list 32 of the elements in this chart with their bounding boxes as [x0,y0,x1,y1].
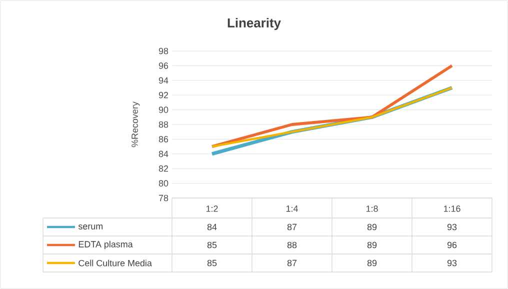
y-tick-label: 92 [158,92,168,98]
x-tick-label: 1:4 [286,206,298,212]
y-tick-label: 82 [158,165,168,172]
data-label: 84 [207,224,217,230]
chart-title: Linearity [228,18,281,30]
y-tick-label: 84 [158,150,168,158]
x-tick-label: 1:16 [444,206,460,212]
x-tick-label: 1:2 [206,206,218,212]
y-tick-label: 80 [158,180,168,186]
data-label: 89 [367,242,377,248]
y-tick-label: 96 [158,62,168,69]
data-label: 85 [207,242,217,248]
y-tick-label: 90 [158,106,168,113]
y-tick-label: 98 [158,48,168,54]
data-label: 93 [447,260,457,266]
data-label: 96 [447,242,457,248]
data-label: 85 [207,260,217,266]
x-tick-label: 1:8 [366,206,378,212]
y-axis-title: %Recovery [132,102,140,148]
y-tick-label: 88 [158,121,168,128]
data-label: 88 [287,242,297,248]
y-tick-label: 94 [158,77,168,84]
legend-label: EDTA plasma [78,240,133,250]
data-label: 87 [287,224,297,230]
data-label: 89 [367,260,377,266]
y-tick-label: 86 [158,136,168,142]
data-label: 89 [367,224,377,230]
legend-label: serum [78,224,103,230]
legend-label: Cell Culture Media [78,260,152,266]
data-label: 93 [447,224,457,230]
y-tick-label: 78 [158,194,168,202]
data-label: 87 [287,260,297,266]
